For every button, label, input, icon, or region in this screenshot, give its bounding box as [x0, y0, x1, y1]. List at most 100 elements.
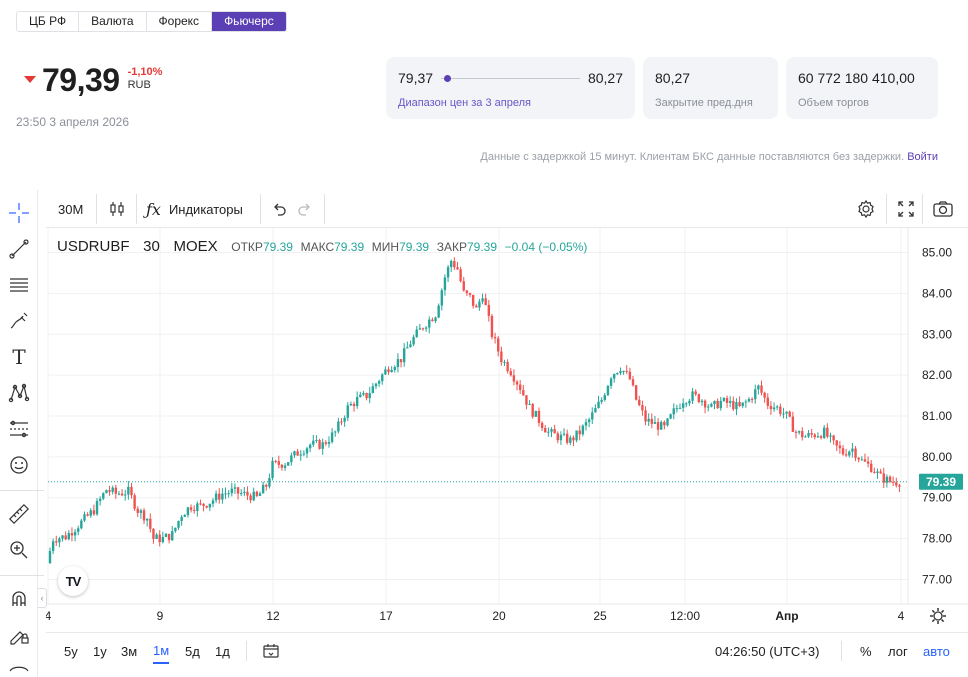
candle-body	[760, 385, 763, 393]
candle-body	[891, 481, 895, 483]
candle-body	[537, 410, 541, 423]
candle-body	[650, 418, 654, 424]
candles-icon[interactable]	[108, 190, 126, 228]
candle-body	[625, 370, 628, 372]
range-5d[interactable]: 5д	[185, 643, 200, 659]
range-marker	[443, 74, 451, 82]
collapse-toolbar-button[interactable]: ‹	[38, 588, 47, 608]
candle-body	[255, 491, 259, 496]
candle-body	[105, 490, 108, 494]
trend-line-icon[interactable]	[0, 232, 38, 266]
candle-body	[854, 448, 857, 458]
candle-body	[481, 298, 484, 302]
auto-toggle[interactable]: авто	[923, 643, 950, 659]
candle-body	[205, 505, 208, 508]
price-axis-label: 85.00	[922, 246, 952, 260]
delay-note: Данные с задержкой 15 минут. Клиентам БК…	[480, 151, 938, 163]
candle-body	[274, 460, 277, 462]
candle-body	[337, 421, 340, 432]
volume-card: 60 772 180 410,00 Объем торгов	[786, 57, 938, 119]
range-1d[interactable]: 1д	[215, 643, 230, 659]
candle-body	[315, 440, 318, 442]
crosshair-icon[interactable]	[0, 196, 38, 230]
tab-forex[interactable]: Форекс	[146, 12, 213, 31]
emoji-icon[interactable]	[0, 448, 38, 482]
brush-icon[interactable]	[0, 304, 38, 338]
candle-body	[318, 440, 321, 449]
tab-cbr[interactable]: ЦБ РФ	[17, 12, 80, 31]
candle-body	[130, 486, 133, 496]
price-axis-label: 83.00	[922, 327, 952, 341]
magnet-icon[interactable]	[0, 582, 38, 616]
range-3m[interactable]: 3м	[121, 643, 138, 659]
candle-body	[870, 463, 873, 472]
candle-body	[133, 495, 136, 509]
tab-futures[interactable]: Фьючерс	[212, 12, 286, 31]
text-tool-icon[interactable]: T	[12, 345, 26, 369]
redo-icon[interactable]	[296, 190, 314, 228]
candle-body	[305, 448, 309, 454]
candle-body	[64, 535, 67, 540]
candle-body	[810, 433, 813, 435]
range-1y[interactable]: 1y	[93, 643, 107, 659]
candle-body	[368, 393, 371, 399]
candle-body	[221, 493, 224, 500]
indicators-button[interactable]: ƒx Индикаторы	[146, 190, 243, 228]
price-chart[interactable]: 85.00 84.00 83.00 82.00 81.00 80.00 79.00 78.00…	[46, 228, 968, 632]
log-toggle[interactable]: лог	[888, 643, 908, 659]
fib-lines-icon[interactable]	[0, 268, 38, 302]
candle-body	[797, 431, 801, 433]
candle-body	[819, 436, 823, 438]
indicators-label: Индикаторы	[168, 201, 243, 217]
candle-body	[327, 441, 331, 444]
candle-body	[600, 399, 603, 402]
candle-body	[794, 431, 798, 433]
tab-currency[interactable]: Валюта	[79, 12, 147, 31]
candle-body	[512, 375, 516, 382]
pattern-icon[interactable]	[0, 376, 38, 410]
candle-body	[581, 425, 585, 435]
clock-timezone[interactable]: 04:26:50 (UTC+3)	[715, 643, 820, 659]
range-1m[interactable]: 1м	[153, 638, 170, 664]
range-row: 79,37 80,27	[398, 70, 623, 86]
prediction-icon[interactable]	[0, 412, 38, 446]
legend-open: 79.39	[262, 240, 293, 254]
candle-body	[587, 419, 591, 423]
candle-body	[324, 442, 328, 444]
interval-button[interactable]: 30M	[58, 201, 84, 217]
percent-toggle[interactable]: %	[860, 643, 872, 659]
candle-body	[547, 431, 550, 433]
candle-body	[161, 536, 165, 543]
time-axis-label: Апр	[775, 609, 798, 623]
candle-body	[355, 397, 359, 407]
candle-body	[471, 294, 475, 306]
candle-body	[236, 487, 240, 494]
candle-body	[703, 400, 707, 408]
legend-low-label: МИН	[371, 240, 400, 254]
settings-gear-icon[interactable]	[856, 190, 876, 228]
candle-body	[374, 383, 378, 387]
candle-body	[390, 369, 393, 373]
zoom-in-icon[interactable]	[0, 533, 38, 567]
camera-icon[interactable]	[932, 190, 954, 228]
candle-body	[149, 518, 152, 529]
ruler-icon[interactable]	[0, 497, 38, 531]
candle-body	[531, 404, 534, 417]
fullscreen-icon[interactable]	[896, 190, 916, 228]
candle-body	[293, 451, 296, 456]
date-range-icon[interactable]	[262, 633, 280, 669]
chart-legend: USDRUBF 30 MOEX ОТКР79.39 МАКС79.39 МИН7…	[57, 238, 587, 255]
undo-icon[interactable]	[270, 190, 288, 228]
candle-body	[70, 533, 74, 536]
candle-body	[233, 487, 237, 489]
candle-body	[616, 372, 619, 375]
candle-body	[73, 531, 77, 536]
time-axis-label: 12	[266, 609, 280, 623]
lock-drawings-icon[interactable]	[0, 618, 38, 652]
eye-icon[interactable]	[0, 652, 38, 677]
tradingview-logo[interactable]: TV	[58, 566, 88, 596]
legend-open-label: ОТКР	[231, 240, 263, 254]
range-5y[interactable]: 5y	[64, 643, 78, 659]
login-link[interactable]: Войти	[907, 151, 938, 163]
range-label: Диапазон цен за 3 апреля	[398, 97, 531, 109]
